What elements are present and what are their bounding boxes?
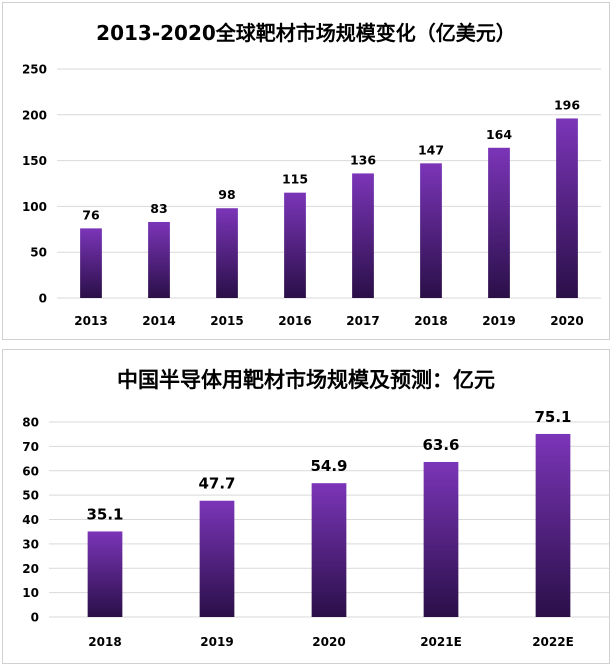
y-tick-label: 60 [22, 464, 39, 478]
y-tick-label: 30 [22, 537, 39, 551]
x-tick-label: 2019 [200, 635, 233, 649]
data-label: 164 [486, 127, 512, 142]
data-label: 147 [418, 142, 444, 157]
chart-title: 2013-2020全球靶材市场规模变化（亿美元） [96, 21, 516, 45]
y-tick-label: 0 [31, 611, 39, 625]
x-tick-label: 2022E [532, 635, 574, 649]
y-tick-label: 250 [22, 63, 47, 77]
bar [420, 163, 442, 298]
x-tick-label: 2019 [482, 314, 515, 328]
x-tick-label: 2018 [414, 314, 447, 328]
data-label: 75.1 [534, 408, 571, 426]
data-label: 76 [82, 207, 100, 222]
bar [199, 500, 235, 617]
x-tick-label: 2020 [312, 635, 345, 649]
bar [352, 173, 374, 298]
data-label: 35.1 [86, 505, 123, 523]
chart-svg-china: 0 10 20 30 40 50 60 70 80 35.1 2018 47.7 2019 54.9 202… [22, 408, 609, 649]
bar [216, 208, 238, 298]
x-tick-label: 2017 [346, 314, 379, 328]
y-tick-label: 150 [22, 154, 47, 168]
bar [423, 461, 459, 617]
y-tick-label: 20 [22, 562, 39, 576]
chart-svg-global: 0 50 100 150 200 250 76 2013 83 2014 98 2015 115 2016… [22, 63, 601, 328]
data-label: 63.6 [422, 436, 459, 454]
y-tick-label: 50 [22, 489, 39, 503]
bar [311, 483, 347, 617]
x-tick-label: 2018 [88, 635, 121, 649]
x-tick-label: 2020 [550, 314, 583, 328]
x-tick-label: 2014 [142, 314, 175, 328]
y-tick-label: 40 [22, 513, 39, 527]
y-tick-label: 10 [22, 586, 39, 600]
y-tick-label: 200 [22, 108, 47, 122]
bar [80, 228, 102, 298]
chart-panel-global: 2013-2020全球靶材市场规模变化（亿美元） 0 50 100 150 200 250… [2, 2, 610, 340]
data-label: 98 [218, 187, 235, 202]
y-tick-label: 100 [22, 200, 47, 214]
bar [284, 192, 306, 298]
x-tick-label: 2021E [420, 635, 462, 649]
data-label: 136 [350, 152, 376, 167]
data-label: 196 [554, 97, 580, 112]
y-tick-label: 70 [22, 440, 39, 454]
x-tick-label: 2013 [74, 314, 107, 328]
x-tick-label: 2016 [278, 314, 311, 328]
chart-panel-china: 中国半导体用靶材市场规模及预测：亿元 0 10 20 30 40 50 60 70 80 35.1… [2, 349, 610, 664]
data-label: 83 [150, 201, 167, 216]
chart-title: 中国半导体用靶材市场规模及预测：亿元 [117, 368, 495, 392]
bar [556, 118, 578, 299]
bar [535, 433, 571, 617]
x-tick-label: 2015 [210, 314, 243, 328]
data-label: 47.7 [198, 475, 235, 493]
bar [87, 531, 123, 617]
data-label: 115 [282, 172, 308, 187]
y-tick-label: 50 [30, 246, 47, 260]
data-label: 54.9 [310, 457, 347, 475]
y-tick-label: 80 [22, 416, 39, 430]
y-tick-label: 0 [39, 292, 47, 306]
bar [488, 147, 510, 298]
bar [148, 221, 170, 298]
